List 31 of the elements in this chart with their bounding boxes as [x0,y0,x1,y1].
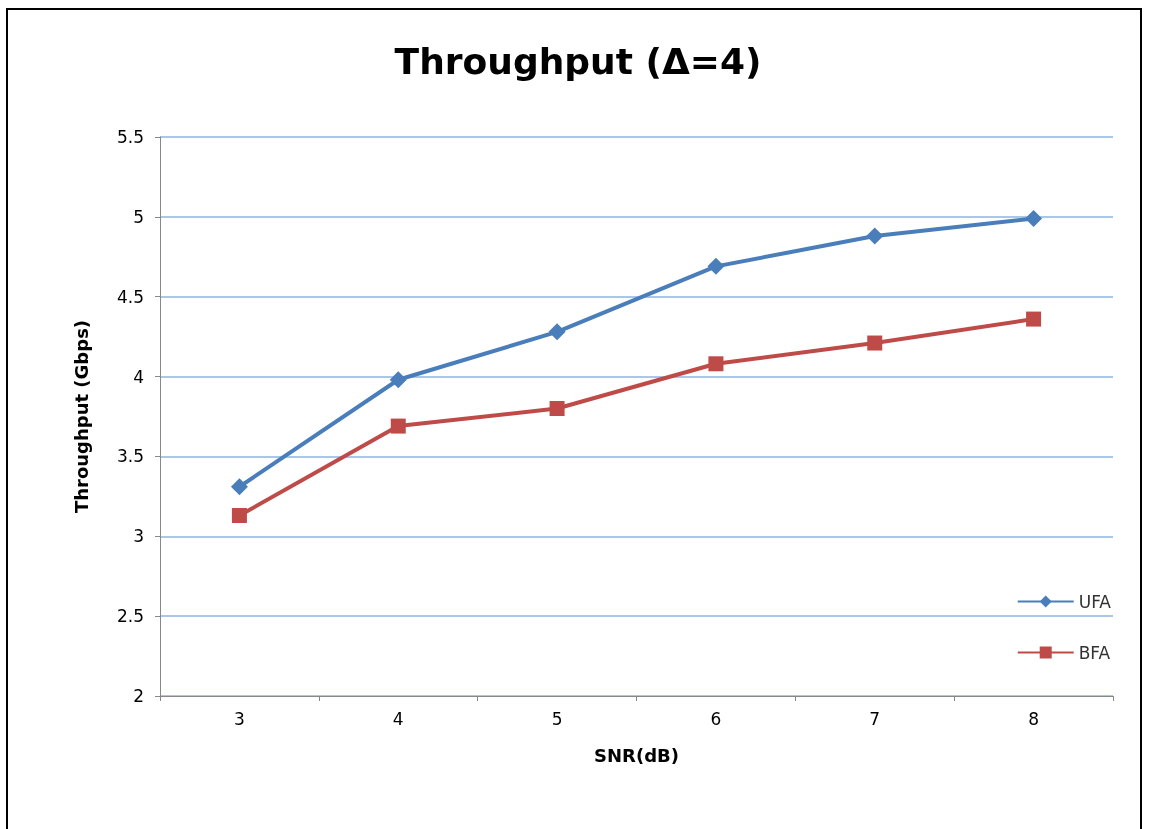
y-tick-label: 5 [133,206,144,227]
legend-label: BFA [1078,642,1111,663]
x-tick-label: 4 [392,708,404,729]
x-axis-title: SNR(dB) [594,744,679,766]
point [1025,209,1043,227]
x-tick-label: 5 [551,708,563,729]
y-tick-label: 4.5 [116,286,144,307]
point [230,478,248,496]
x-tick-label: 3 [234,708,245,729]
y-axis-title: Throughput (Gbps) [70,319,92,514]
point [231,508,247,524]
point [1026,311,1042,327]
y-tick-label: 5.5 [116,127,144,147]
point [866,227,884,245]
chart-title: Throughput (Δ=4) [394,40,762,82]
y-tick-label: 2 [133,686,144,706]
legend-label: UFA [1078,591,1112,612]
x-tick-label: 6 [710,708,722,729]
point [389,371,407,389]
y-tick-label: 3 [133,526,144,547]
x-tick-label: 8 [1028,708,1039,729]
point [548,323,566,341]
x-tick-label: 7 [869,708,881,729]
y-tick-label: 4 [133,366,144,387]
y-tick-label: 3.5 [116,446,144,467]
point [708,356,724,372]
point [707,257,725,275]
y-tick-label: 2.5 [116,606,144,627]
point [549,401,565,417]
point [867,335,883,351]
point [390,418,406,434]
